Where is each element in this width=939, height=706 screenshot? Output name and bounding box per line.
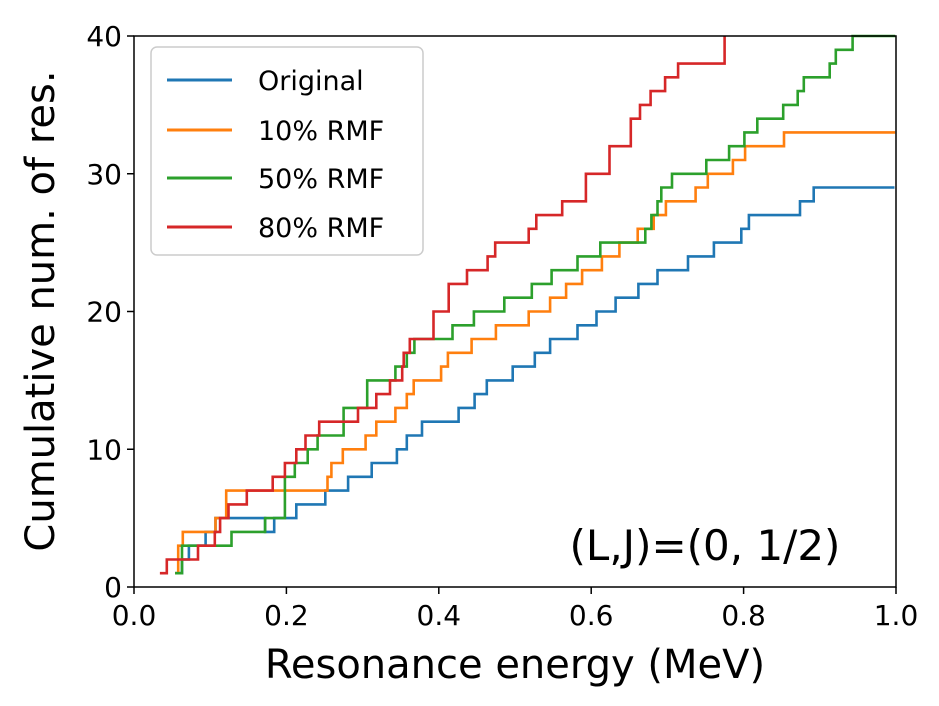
- series-line-original: [175, 186, 895, 575]
- x-tick-label: 1.0: [874, 599, 919, 632]
- x-tick-label: 0.2: [264, 599, 309, 632]
- x-axis-label: Resonance energy (MeV): [265, 642, 765, 688]
- legend-label-80-rmf: 80% RMF: [258, 213, 384, 244]
- legend-label-50-rmf: 50% RMF: [258, 164, 384, 195]
- x-tick-label: 0.8: [721, 599, 766, 632]
- series-layer: [159, 34, 896, 575]
- legend-box: [150, 46, 424, 256]
- annotation-lj: (L,J)=(0, 1/2): [570, 521, 841, 570]
- ticks-layer: 0.0 0.2 0.4 0.6 0.8 1.0 0 10 20 30 40: [86, 20, 918, 632]
- x-tick-label: 0.4: [417, 599, 462, 632]
- series-line-80-rmf: [159, 36, 726, 575]
- series-line-50-rmf: [175, 34, 896, 575]
- legend: Original 10% RMF 50% RMF 80% RMF: [150, 46, 424, 256]
- y-tick-label: 30: [86, 158, 122, 191]
- legend-label-10-rmf: 10% RMF: [258, 116, 384, 147]
- y-tick-label: 40: [86, 20, 122, 53]
- legend-label-original: Original: [258, 66, 364, 97]
- x-tick-label: 0.6: [569, 599, 614, 632]
- y-tick-label: 20: [86, 296, 122, 329]
- y-axis-label: Cumulative num. of res.: [18, 70, 64, 551]
- y-tick-label: 10: [86, 433, 122, 466]
- y-tick-label: 0: [104, 571, 122, 604]
- x-tick-label: 0.0: [112, 599, 157, 632]
- series-line-10-rmf: [175, 131, 896, 575]
